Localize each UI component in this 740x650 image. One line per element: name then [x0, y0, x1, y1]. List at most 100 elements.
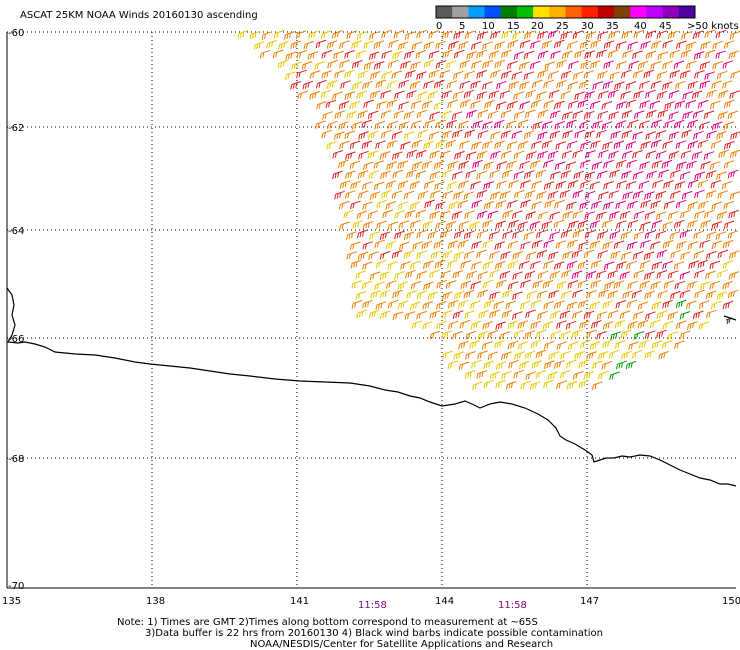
wind-barb [607, 89, 619, 99]
wind-barb [589, 181, 601, 190]
wind-barb [290, 40, 301, 50]
wind-barb [496, 80, 507, 90]
legend-swatch [533, 6, 550, 18]
wind-barb [430, 250, 442, 260]
wind-barb [560, 350, 571, 360]
wind-barb [520, 241, 531, 250]
wind-barb [441, 169, 453, 179]
wind-barb [583, 371, 595, 380]
wind-barb [458, 220, 470, 230]
wind-barb [507, 240, 519, 250]
wind-barb [448, 41, 459, 50]
wind-barb [656, 329, 667, 339]
wind-barb [644, 271, 655, 280]
wind-barb [332, 91, 343, 100]
wind-barb [541, 140, 553, 149]
wind-barb [639, 260, 651, 269]
wind-barb [476, 370, 488, 379]
wind-barb [526, 290, 538, 300]
wind-barb [428, 30, 439, 39]
wind-barb [633, 269, 645, 279]
wind-barb [554, 121, 566, 130]
wind-barb [471, 261, 482, 270]
wind-barb [484, 100, 495, 109]
wind-barb [710, 140, 722, 149]
wind-barb [537, 150, 548, 160]
wind-barb [675, 199, 687, 209]
wind-barb [597, 250, 609, 259]
wind-barb [723, 220, 735, 230]
wind-barb [543, 100, 555, 109]
wind-barb [615, 200, 627, 210]
wind-barb [482, 140, 493, 150]
wind-barb [567, 239, 578, 249]
wind-barb [625, 181, 637, 190]
wind-barb [602, 141, 613, 150]
wind-barb [464, 210, 475, 219]
wind-barb [693, 230, 704, 240]
wind-barb [523, 170, 535, 179]
wind-barb [469, 221, 481, 230]
wind-barb [397, 180, 409, 190]
wind-barb [489, 371, 501, 380]
wind-barb [417, 129, 429, 139]
wind-barb [495, 220, 506, 230]
wind-barb [392, 151, 403, 160]
wind-barb [511, 210, 523, 219]
wind-barb [549, 310, 561, 320]
wind-barb [602, 241, 613, 250]
wind-barb [259, 49, 271, 59]
wind-barb [530, 260, 541, 270]
wind-barb [452, 270, 464, 279]
wind-barb [710, 179, 722, 189]
wind-barb [392, 311, 404, 320]
wind-barb [463, 250, 475, 260]
wind-barb [439, 210, 451, 220]
wind-barb [524, 270, 536, 280]
wind-barb [626, 159, 638, 169]
wind-barb [568, 220, 579, 229]
lon-label-135: 135 [2, 596, 21, 607]
wind-barb [578, 241, 589, 250]
wind-barb [496, 161, 508, 170]
wind-barb [488, 231, 500, 240]
wind-barb [460, 260, 471, 269]
wind-barb [598, 191, 609, 200]
wind-barb [416, 270, 427, 280]
wind-barb [556, 59, 567, 69]
wind-barb [403, 131, 415, 140]
wind-barb [453, 30, 464, 40]
wind-barb [717, 111, 729, 120]
wind-barb [686, 160, 697, 170]
wind-barb [694, 289, 705, 299]
wind-barb [674, 100, 686, 109]
wind-barb [501, 30, 512, 39]
wind-barb [477, 271, 489, 280]
wind-barb [416, 229, 427, 239]
wind-barb [524, 190, 536, 199]
wind-barb [643, 251, 655, 260]
wind-barb [424, 199, 435, 209]
wind-barb [405, 269, 416, 279]
wind-barb [368, 309, 380, 319]
wind-barb [566, 260, 578, 270]
wind-barb [670, 190, 681, 200]
wind-barb [296, 69, 307, 79]
wind-barb [638, 339, 650, 349]
wind-barb [404, 50, 415, 60]
wind-barb [622, 191, 633, 200]
map-title: ASCAT 25KM NOAA Winds 20160130 ascending [20, 10, 258, 21]
wind-barb [458, 361, 470, 371]
wind-barb [368, 251, 379, 260]
wind-barb [675, 140, 687, 149]
wind-barb [339, 221, 350, 230]
wind-barb [673, 219, 685, 229]
wind-barb [309, 70, 321, 79]
wind-barb [643, 69, 655, 79]
wind-barb [553, 360, 565, 369]
wind-barb [716, 269, 728, 279]
wind-barb [656, 90, 668, 100]
wind-barb [339, 59, 350, 69]
wind-barb [411, 41, 423, 51]
wind-barb [490, 69, 501, 79]
